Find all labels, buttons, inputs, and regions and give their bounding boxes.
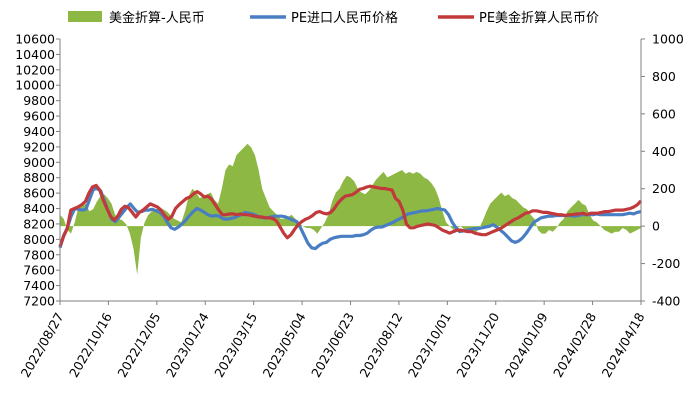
right-y-tick-label: 1000 — [652, 32, 684, 47]
legend: 美金折算-人民币 PE进口人民币价格 PE美金折算人民币价 — [68, 10, 599, 26]
line-import-rmb-price — [58, 186, 642, 251]
right-y-tick-label: 200 — [652, 181, 676, 196]
area-diff-usd-rmb — [60, 143, 641, 275]
left-y-tick-label: 7800 — [23, 247, 55, 262]
left-y-tick-label: 9200 — [23, 139, 55, 154]
left-y-tick-label: 9800 — [23, 93, 55, 108]
legend-swatch-area — [68, 11, 102, 22]
right-y-tick-label: -200 — [652, 256, 680, 271]
right-y-tick-label: -400 — [652, 294, 680, 309]
left-y-tick-label: 7600 — [23, 263, 55, 278]
right-y-tick-label: 400 — [652, 144, 676, 159]
left-y-tick-label: 10200 — [15, 62, 55, 77]
right-y-tick-label: 800 — [652, 69, 676, 84]
line-usd-converted-rmb-price — [58, 183, 643, 247]
left-y-tick-label: 8200 — [23, 216, 55, 231]
legend-label: PE进口人民币价格 — [291, 10, 398, 26]
left-y-tick-label: 10600 — [15, 32, 55, 47]
legend-label: 美金折算-人民币 — [109, 10, 205, 26]
left-y-tick-label: 7200 — [23, 294, 55, 309]
left-y-tick-label: 8000 — [23, 232, 55, 247]
right-y-tick-label: 600 — [652, 106, 676, 121]
right-y-tick-label: 0 — [652, 219, 660, 234]
left-y-tick-label: 10400 — [15, 47, 55, 62]
left-y-tick-label: 9000 — [23, 155, 55, 170]
left-y-tick-label: 8600 — [23, 186, 55, 201]
legend-label: PE美金折算人民币价 — [479, 10, 599, 26]
diff-area-series — [60, 143, 641, 275]
legend-item: 美金折算-人民币 — [68, 10, 205, 26]
left-y-tick-label: 7400 — [23, 278, 55, 293]
left-y-tick-label: 9600 — [23, 109, 55, 124]
line-series-layer — [58, 183, 643, 251]
left-y-tick-label: 9400 — [23, 124, 55, 139]
left-y-tick-label: 8400 — [23, 201, 55, 216]
left-y-tick-label: 8800 — [23, 170, 55, 185]
legend-item: PE进口人民币价格 — [250, 10, 398, 26]
legend-item: PE美金折算人民币价 — [438, 10, 599, 26]
axes — [56, 38, 645, 305]
left-y-tick-label: 10000 — [15, 78, 55, 93]
